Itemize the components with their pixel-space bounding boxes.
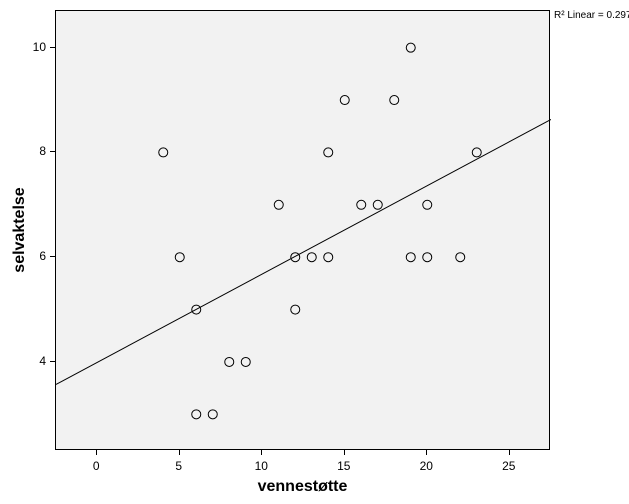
r-squared-annotation: R² Linear = 0.297	[554, 10, 629, 21]
x-tick	[426, 450, 427, 455]
y-tick	[50, 151, 55, 152]
y-tick	[50, 47, 55, 48]
y-tick-label: 6	[30, 249, 46, 263]
x-tick-label: 5	[175, 459, 182, 473]
scatter-point	[307, 253, 316, 262]
plot-overlay	[56, 11, 551, 451]
x-tick-label: 25	[502, 459, 515, 473]
x-tick	[509, 450, 510, 455]
x-tick	[344, 450, 345, 455]
scatter-point	[406, 43, 415, 52]
scatter-point	[192, 410, 201, 419]
scatter-point	[274, 200, 283, 209]
x-tick-label: 0	[93, 459, 100, 473]
trend-line	[56, 119, 551, 384]
y-tick-label: 8	[30, 144, 46, 158]
x-tick-label: 15	[337, 459, 350, 473]
scatter-point	[423, 253, 432, 262]
scatter-point	[159, 148, 168, 157]
scatter-point	[225, 357, 234, 366]
x-tick	[261, 450, 262, 455]
scatter-point	[324, 148, 333, 157]
scatter-point	[324, 253, 333, 262]
scatter-point	[373, 200, 382, 209]
scatter-point	[357, 200, 366, 209]
y-tick	[50, 256, 55, 257]
scatter-point	[340, 96, 349, 105]
y-tick-label: 10	[30, 40, 46, 54]
scatter-figure: R² Linear = 0.297 vennestøtte selvaktels…	[0, 0, 629, 504]
plot-area	[55, 10, 550, 450]
x-axis-label: vennestøtte	[258, 478, 348, 496]
x-tick	[96, 450, 97, 455]
scatter-point	[406, 253, 415, 262]
scatter-point	[423, 200, 432, 209]
y-tick	[50, 361, 55, 362]
x-tick-label: 20	[420, 459, 433, 473]
x-tick	[179, 450, 180, 455]
scatter-point	[291, 305, 300, 314]
scatter-point	[241, 357, 250, 366]
scatter-point	[208, 410, 217, 419]
y-axis-label: selvaktelse	[11, 187, 29, 272]
x-tick-label: 10	[255, 459, 268, 473]
scatter-point	[175, 253, 184, 262]
scatter-point	[390, 96, 399, 105]
y-tick-label: 4	[30, 354, 46, 368]
scatter-point	[472, 148, 481, 157]
scatter-point	[456, 253, 465, 262]
scatter-point	[291, 253, 300, 262]
